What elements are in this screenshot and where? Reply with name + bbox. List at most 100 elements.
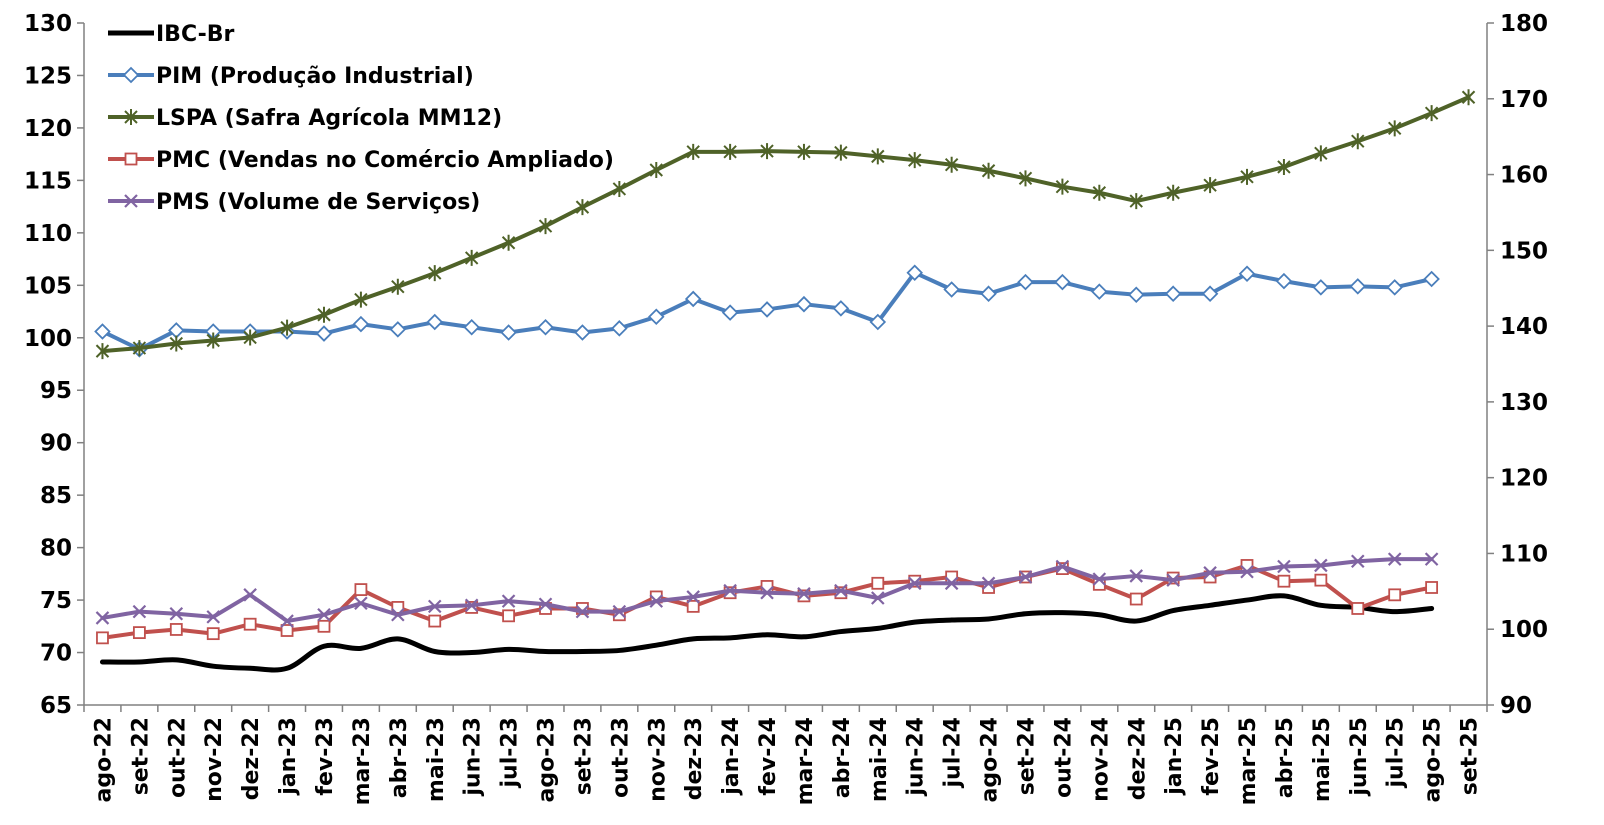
legend-item-0: IBC-Br bbox=[108, 22, 235, 47]
data-point-4 bbox=[760, 585, 774, 600]
data-point-2 bbox=[1018, 170, 1033, 187]
x-tick-label: out-23 bbox=[608, 717, 633, 798]
y-right-tick-label: 180 bbox=[1500, 11, 1548, 37]
legend: IBC-Br PIM (Produção Industrial) LSPA (Saf… bbox=[108, 22, 614, 215]
data-point-4 bbox=[871, 591, 885, 605]
data-point-4 bbox=[354, 596, 368, 611]
x-tick-label: mai-24 bbox=[867, 717, 892, 802]
legend-swatch-marker bbox=[124, 194, 138, 208]
legend-label: IBC-Br bbox=[156, 22, 235, 47]
data-point-3 bbox=[428, 614, 442, 628]
x-tick-label: jul-24 bbox=[941, 717, 966, 789]
x-tick-label: abr-23 bbox=[387, 717, 412, 798]
data-point-2 bbox=[649, 162, 663, 179]
data-point-1 bbox=[758, 301, 776, 318]
legend-item-1: PIM (Produção Industrial) bbox=[108, 64, 474, 89]
legend-swatch-marker bbox=[124, 109, 138, 125]
x-tick-label: abr-25 bbox=[1273, 717, 1298, 798]
data-point-1 bbox=[1127, 286, 1145, 304]
legend-label: PIM (Produção Industrial) bbox=[156, 64, 474, 89]
data-point-2 bbox=[464, 249, 479, 266]
y-right-tick-label: 110 bbox=[1500, 541, 1548, 567]
y-left-tick-label: 95 bbox=[40, 378, 72, 404]
data-point-4 bbox=[132, 604, 147, 619]
data-point-4 bbox=[391, 607, 405, 622]
series-1 bbox=[94, 264, 1440, 358]
data-point-4 bbox=[1314, 558, 1328, 573]
data-point-1 bbox=[869, 313, 887, 331]
x-tick-label: fev-24 bbox=[756, 717, 781, 796]
series-layer bbox=[94, 89, 1476, 673]
data-point-1 bbox=[1238, 265, 1256, 283]
data-point-1 bbox=[721, 304, 739, 321]
data-point-2 bbox=[354, 291, 368, 308]
data-point-3 bbox=[1388, 588, 1402, 602]
data-point-1 bbox=[648, 308, 665, 326]
data-point-2 bbox=[1351, 133, 1365, 150]
data-point-1 bbox=[832, 300, 850, 317]
x-tick-label: set-24 bbox=[1014, 717, 1039, 795]
legend-swatch-marker bbox=[122, 66, 140, 84]
data-point-1 bbox=[1017, 273, 1034, 291]
x-tick-label: ago-24 bbox=[978, 717, 1003, 802]
data-point-2 bbox=[1461, 89, 1476, 106]
y-right-tick-label: 130 bbox=[1500, 390, 1548, 416]
data-point-2 bbox=[981, 162, 996, 179]
data-point-3 bbox=[1425, 581, 1439, 594]
y-right-tick-label: 150 bbox=[1500, 238, 1548, 264]
y-right-tick-label: 100 bbox=[1500, 617, 1548, 643]
data-point-2 bbox=[612, 180, 627, 197]
data-point-3 bbox=[243, 617, 257, 631]
x-tick-label: ago-23 bbox=[535, 717, 560, 802]
data-point-4 bbox=[317, 607, 331, 622]
x-tick-label: out-22 bbox=[165, 717, 190, 798]
data-point-4 bbox=[907, 576, 922, 591]
data-point-4 bbox=[575, 604, 590, 619]
data-point-2 bbox=[944, 156, 959, 173]
data-point-2 bbox=[95, 343, 110, 360]
data-point-3 bbox=[132, 626, 146, 640]
data-point-2 bbox=[317, 306, 331, 323]
data-point-4 bbox=[1424, 552, 1439, 566]
data-point-2 bbox=[1055, 178, 1070, 195]
y-left-tick-label: 80 bbox=[40, 536, 72, 562]
series-2 bbox=[95, 89, 1476, 360]
data-point-1 bbox=[500, 324, 517, 341]
y-right-tick-label: 170 bbox=[1500, 87, 1548, 113]
y-right-tick-label: 90 bbox=[1500, 693, 1532, 719]
data-point-1 bbox=[168, 322, 185, 339]
x-tick-label: mai-25 bbox=[1310, 717, 1335, 802]
y-left-tick-label: 65 bbox=[40, 693, 72, 719]
data-point-4 bbox=[464, 598, 479, 613]
data-point-1 bbox=[1275, 272, 1293, 290]
data-point-1 bbox=[684, 290, 702, 308]
data-point-3 bbox=[206, 627, 220, 641]
data-point-1 bbox=[426, 313, 444, 331]
x-tick-label: out-24 bbox=[1051, 717, 1076, 798]
y-left-tick-label: 105 bbox=[24, 273, 72, 299]
legend-item-3: PMC (Vendas no Comércio Ampliado) bbox=[108, 148, 614, 173]
data-point-1 bbox=[795, 295, 813, 313]
y-left-tick-label: 125 bbox=[24, 63, 72, 89]
data-point-2 bbox=[1240, 168, 1254, 185]
data-point-2 bbox=[206, 332, 220, 349]
data-point-4 bbox=[1129, 569, 1144, 583]
data-point-2 bbox=[575, 199, 590, 216]
data-point-4 bbox=[206, 610, 221, 624]
data-point-2 bbox=[1129, 193, 1143, 210]
x-tick-label: jan-23 bbox=[276, 717, 301, 796]
data-point-1 bbox=[315, 325, 333, 342]
data-point-1 bbox=[94, 323, 111, 340]
x-tick-label: set-22 bbox=[128, 717, 153, 795]
data-point-4 bbox=[1055, 559, 1070, 574]
data-point-4 bbox=[169, 606, 184, 621]
data-point-2 bbox=[1277, 158, 1291, 175]
data-point-1 bbox=[537, 319, 554, 336]
data-point-3 bbox=[908, 574, 922, 588]
data-point-1 bbox=[1054, 273, 1071, 291]
x-tick-label: dez-23 bbox=[682, 717, 707, 800]
series-line-0 bbox=[99, 593, 1435, 673]
x-tick-label: jul-25 bbox=[1384, 717, 1409, 789]
data-point-2 bbox=[908, 152, 922, 169]
